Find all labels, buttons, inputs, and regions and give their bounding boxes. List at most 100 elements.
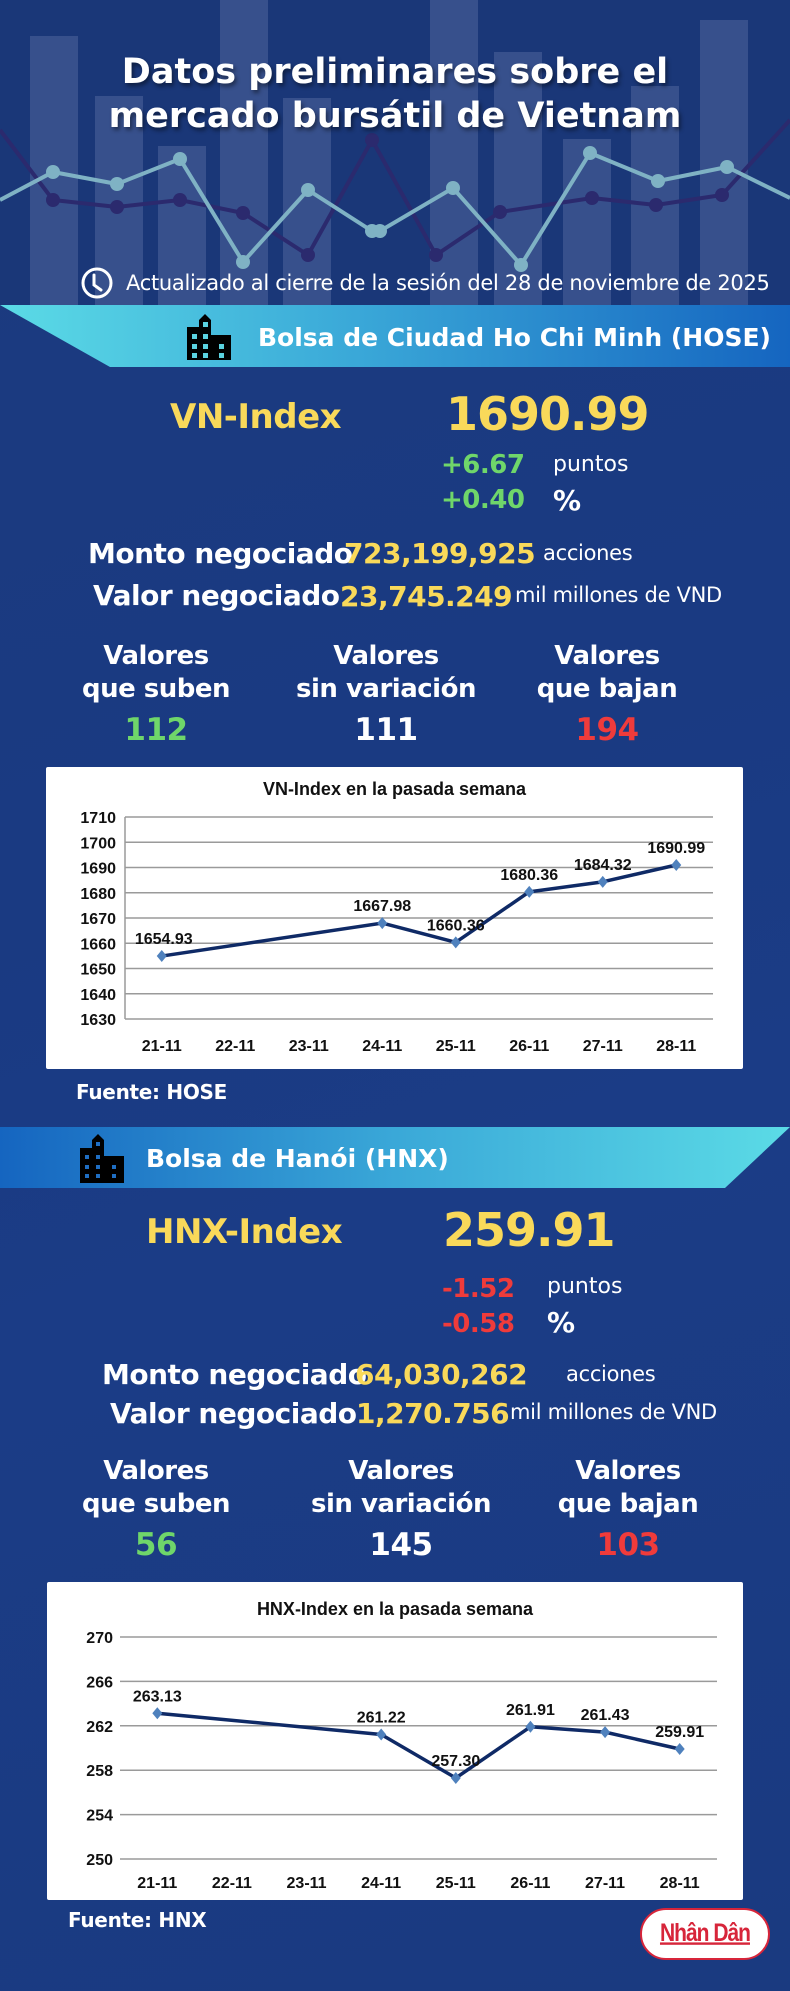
y-tick-label: 266 (86, 1674, 113, 1691)
x-tick-label: 23-11 (289, 1038, 329, 1055)
hnx-change-percent: -0.58 (442, 1309, 515, 1339)
y-tick-label: 1690 (80, 861, 116, 878)
hnx-volume-value: 64,030,262 (355, 1358, 528, 1391)
hnx-banner: Bolsa de Hanói (HNX) (78, 1127, 449, 1189)
building-icon (80, 1134, 124, 1183)
hose-banner: Bolsa de Ciudad Ho Chi Minh (HOSE) (185, 306, 771, 368)
hnx-decliners: Valores que bajan 103 (508, 1455, 748, 1563)
y-tick-label: 1700 (80, 835, 116, 852)
hnx-index-name: HNX-Index (146, 1212, 343, 1252)
hose-change-percent-unit: % (553, 484, 582, 517)
hose-advancers: Valores que suben 112 (36, 640, 276, 748)
hose-unchanged-count: 111 (354, 712, 418, 748)
data-point-marker (450, 936, 461, 949)
x-tick-label: 22-11 (215, 1038, 255, 1055)
hnx-change-points: -1.52 (442, 1274, 515, 1304)
x-tick-label: 27-11 (585, 1875, 625, 1892)
hnx-change-percent-unit: % (547, 1306, 576, 1339)
data-point-marker (152, 1707, 163, 1720)
hose-source: Fuente: HOSE (76, 1080, 227, 1104)
hose-change-percent: +0.40 (441, 485, 525, 515)
data-label: 261.91 (506, 1702, 555, 1719)
hnx-volume-unit: acciones (566, 1362, 656, 1386)
hose-index-name: VN-Index (170, 397, 342, 437)
hose-value-unit: mil millones de VND (515, 583, 722, 607)
clock-icon (81, 267, 113, 299)
nhan-dan-logo: Nhân Dân (640, 1908, 770, 1960)
hose-decliners: Valores que bajan 194 (487, 640, 727, 748)
data-point-marker (524, 885, 535, 898)
update-timestamp: Actualizado al cierre de la sesión del 2… (80, 265, 770, 301)
hnx-value-label: Valor negociado (110, 1397, 357, 1430)
data-line (161, 863, 677, 958)
hose-advancers-count: 112 (124, 712, 188, 748)
y-tick-label: 1650 (80, 962, 116, 979)
data-label: 1680.36 (500, 867, 558, 884)
header-background-chart-decoration (0, 0, 790, 305)
vn-index-chart: VN-Index en la pasada semana 1630 1640 1650… (46, 767, 743, 1069)
hose-volume-value: 723,199,925 (344, 537, 536, 570)
hnx-index-chart: HNX-Index en la pasada semana 250 254 258 26… (47, 1582, 743, 1900)
data-point-marker (376, 1728, 387, 1741)
hose-change-points-unit: puntos (553, 452, 629, 477)
data-point-marker (674, 1742, 685, 1755)
hose-value-label: Valor negociado (93, 579, 340, 612)
x-tick-label: 21-11 (142, 1038, 182, 1055)
x-tick-label: 26-11 (510, 1875, 550, 1892)
hose-decliners-count: 194 (575, 712, 639, 748)
chart-title: VN-Index en la pasada semana (263, 779, 527, 799)
x-tick-label: 26-11 (509, 1038, 549, 1055)
chart-svg: HNX-Index en la pasada semana 250 254 258 26… (86, 1599, 717, 1892)
header: Datos preliminares sobre el mercado burs… (0, 0, 790, 305)
chart-svg: VN-Index en la pasada semana 1630 1640 1650… (80, 779, 713, 1055)
hnx-value-unit: mil millones de VND (510, 1400, 717, 1424)
data-point-marker (597, 875, 608, 888)
data-label: 261.22 (357, 1709, 406, 1726)
data-line (157, 1711, 681, 1780)
hnx-decliners-count: 103 (596, 1527, 660, 1563)
data-label: 263.13 (133, 1688, 182, 1705)
data-label: 1684.32 (574, 857, 632, 874)
y-tick-label: 250 (86, 1852, 113, 1869)
x-tick-label: 21-11 (137, 1875, 177, 1892)
data-point-marker (377, 917, 388, 930)
y-tick-label: 1630 (80, 1012, 116, 1029)
hnx-index-value: 259.91 (443, 1203, 616, 1257)
y-tick-label: 254 (86, 1808, 113, 1825)
hnx-volume-label: Monto negociado (102, 1358, 367, 1391)
data-label: 1667.98 (353, 898, 411, 915)
data-point-marker (600, 1726, 611, 1739)
data-point-marker (156, 950, 167, 963)
y-tick-label: 1680 (80, 886, 116, 903)
hose-volume-unit: acciones (543, 541, 633, 565)
y-tick-label: 258 (86, 1763, 113, 1780)
x-tick-label: 28-11 (660, 1875, 700, 1892)
hnx-source: Fuente: HNX (68, 1908, 207, 1932)
data-label: 1690.99 (647, 840, 705, 857)
x-tick-label: 22-11 (212, 1875, 252, 1892)
hose-change-points: +6.67 (441, 450, 525, 480)
data-point-marker (525, 1720, 536, 1733)
x-tick-label: 25-11 (436, 1875, 476, 1892)
hose-volume-label: Monto negociado (88, 537, 353, 570)
data-point-marker (671, 859, 682, 872)
hnx-change-points-unit: puntos (547, 1274, 623, 1299)
data-label: 261.43 (581, 1707, 630, 1724)
y-tick-label: 1710 (80, 810, 116, 827)
hnx-banner-title: Bolsa de Hanói (HNX) (146, 1143, 449, 1173)
building-icon (187, 314, 231, 360)
x-tick-label: 24-11 (362, 1038, 402, 1055)
x-tick-label: 25-11 (436, 1038, 476, 1055)
x-tick-label: 24-11 (361, 1875, 401, 1892)
data-label: 259.91 (655, 1724, 704, 1741)
x-tick-label: 28-11 (656, 1038, 696, 1055)
y-tick-label: 270 (86, 1630, 113, 1647)
y-tick-label: 1640 (80, 987, 116, 1004)
data-label: 1654.93 (135, 931, 193, 948)
hnx-unchanged: Valores sin variación 145 (281, 1455, 521, 1563)
x-tick-label: 27-11 (583, 1038, 623, 1055)
data-label: 1660.36 (427, 917, 485, 934)
hnx-value-value: 1,270.756 (356, 1397, 510, 1430)
hose-unchanged: Valores sin variación 111 (266, 640, 506, 748)
